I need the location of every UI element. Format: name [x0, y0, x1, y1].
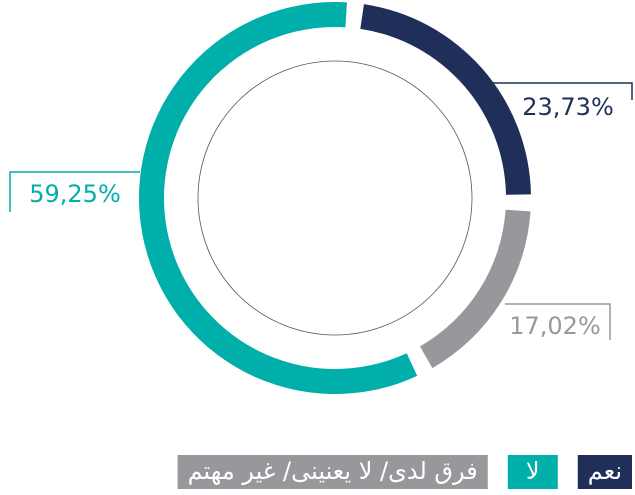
value-label: 17,02%: [509, 312, 601, 340]
legend-label: فرق لدى/ لا يعنينى/ غير مهتم: [188, 457, 478, 485]
legend-label: لا: [526, 457, 540, 485]
donut-segment: [360, 4, 531, 195]
leader-line: [505, 303, 611, 340]
legend-label: نعم: [588, 457, 622, 485]
value-label: 23,73%: [522, 93, 614, 121]
donut-segment: [138, 2, 418, 394]
legend-swatch: [577, 455, 632, 489]
inner-circle: [197, 60, 473, 336]
leader-line: [9, 171, 140, 212]
donut-segment: [419, 209, 531, 369]
legend-swatch: [507, 455, 558, 489]
legend-swatch: [177, 455, 488, 489]
value-label: 59,25%: [29, 180, 121, 208]
leader-line: [490, 82, 633, 100]
